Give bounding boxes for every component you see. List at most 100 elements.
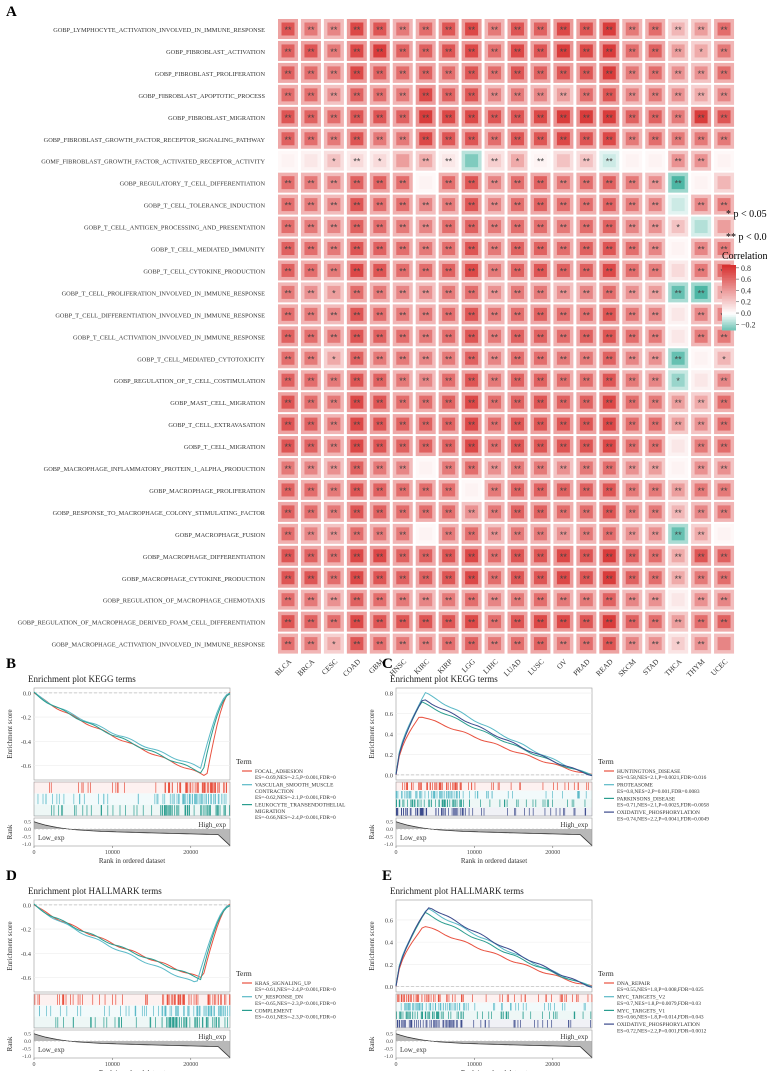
- heatmap-cell: [533, 154, 547, 168]
- heatmap-star: **: [468, 179, 476, 189]
- heatmap-cell: [350, 307, 364, 321]
- colorbar-segment: [722, 321, 736, 324]
- heatmap-star: **: [537, 596, 545, 606]
- heatmap-star: **: [445, 530, 453, 540]
- heatmap-cell: [442, 307, 456, 321]
- heatmap-star: **: [629, 25, 637, 35]
- colorbar-segment: [722, 320, 736, 323]
- legend-title: Term: [236, 757, 252, 766]
- heatmap-star: **: [537, 25, 545, 35]
- heatmap-cell: [350, 483, 364, 497]
- heatmap-cell: [533, 637, 547, 651]
- heatmap-star: **: [491, 640, 499, 650]
- heatmap-cell: [511, 307, 524, 321]
- heatmap-cell: [465, 417, 479, 431]
- heatmap-cell: [602, 439, 616, 453]
- heatmap-star: **: [698, 157, 706, 167]
- heatmap-cell: [602, 593, 616, 607]
- heatmap-cell: [442, 571, 456, 585]
- heatmap-star: **: [675, 354, 683, 364]
- heatmap-star: **: [652, 640, 660, 650]
- heatmap-cell: [579, 329, 593, 343]
- x-axis-label: Rank in ordered dataset: [461, 857, 527, 865]
- heatmap-star: **: [376, 618, 384, 628]
- heatmap-star: **: [376, 640, 384, 650]
- heatmap-star: **: [514, 398, 522, 408]
- heatmap-cell: [465, 615, 479, 629]
- heatmap-cell: [419, 154, 433, 168]
- heatmap-star: **: [307, 376, 315, 386]
- heatmap-cell: [350, 176, 364, 190]
- heatmap-star: **: [468, 113, 476, 123]
- heatmap-star: **: [376, 486, 384, 496]
- heatmap-star: **: [721, 508, 729, 518]
- heatmap-cell: [396, 439, 410, 453]
- heatmap-star: **: [606, 618, 614, 628]
- heatmap-cell: [281, 242, 295, 255]
- heatmap-cell: [717, 220, 731, 234]
- heatmap-cell: [373, 571, 387, 585]
- legend-term-name: FOCAL_ADHESION: [255, 769, 303, 775]
- heatmap-cell: [488, 373, 502, 387]
- heatmap-star: **: [445, 420, 453, 430]
- heatmap-cell: [327, 22, 341, 36]
- heatmap-cell: [373, 329, 387, 343]
- colorbar-segment: [722, 265, 736, 268]
- es-frame: [33, 899, 231, 993]
- es-curve: [33, 691, 231, 774]
- heatmap-cell: [602, 571, 616, 585]
- legend-term-stats: ES=0.66,NES=1.8,P=0.014,FDR=0.043: [617, 1015, 704, 1021]
- colorbar-segment: [722, 271, 736, 274]
- heatmap-cell: [579, 417, 593, 431]
- heatmap-star: **: [721, 245, 729, 255]
- heatmap-star: **: [606, 442, 614, 452]
- colorbar-segment: [722, 268, 736, 271]
- heatmap-star: **: [583, 135, 591, 145]
- heatmap-cell: [396, 220, 410, 234]
- heatmap-cell: [304, 263, 318, 277]
- heatmap-cell: [442, 395, 456, 409]
- heatmap-star: **: [376, 135, 384, 145]
- heatmap-cell: [671, 285, 685, 299]
- heatmap-star: **: [284, 47, 292, 57]
- heatmap-star: **: [652, 245, 660, 255]
- heatmap-cell: [327, 373, 341, 387]
- heatmap-star: **: [537, 135, 545, 145]
- hits-band: [396, 1011, 592, 1020]
- heatmap-cell: [717, 483, 731, 497]
- heatmap-cell: [396, 395, 410, 409]
- heatmap-cell: [511, 439, 524, 453]
- heatmap-star: **: [307, 47, 315, 57]
- heatmap-cell: [419, 395, 433, 409]
- heatmap-cell: [533, 329, 547, 343]
- heatmap-star: **: [353, 135, 361, 145]
- heatmap-star: **: [399, 420, 407, 430]
- heatmap-cell: [327, 439, 341, 453]
- heatmap-cell: [281, 329, 295, 343]
- heatmap-star: **: [629, 201, 637, 211]
- heatmap-star: **: [560, 245, 568, 255]
- heatmap-star: **: [330, 552, 338, 562]
- heatmap-star: **: [537, 552, 545, 562]
- heatmap-star: **: [376, 552, 384, 562]
- heatmap-star: **: [675, 552, 683, 562]
- heatmap-star: **: [537, 332, 545, 342]
- x-tick-label: 0: [33, 1062, 36, 1068]
- heatmap-cell: [511, 110, 524, 124]
- heatmap-cell: [396, 22, 410, 36]
- heatmap-cell: [419, 307, 433, 321]
- heatmap-cell: [694, 373, 708, 387]
- heatmap-cell: [465, 176, 479, 190]
- heatmap-cell: [694, 593, 708, 607]
- heatmap-star: **: [698, 552, 706, 562]
- heatmap-row-label: GOBP_T_CELL_MEDIATED_IMMUNITY: [151, 247, 265, 254]
- heatmap-cell: [579, 66, 593, 80]
- heatmap-star: **: [376, 398, 384, 408]
- heatmap-cell: [671, 154, 685, 168]
- heatmap-star: **: [583, 25, 591, 35]
- heatmap-star: **: [698, 91, 706, 101]
- heatmap-cell: [556, 505, 570, 519]
- heatmap-cell: [579, 615, 593, 629]
- heatmap-cell: [281, 505, 295, 519]
